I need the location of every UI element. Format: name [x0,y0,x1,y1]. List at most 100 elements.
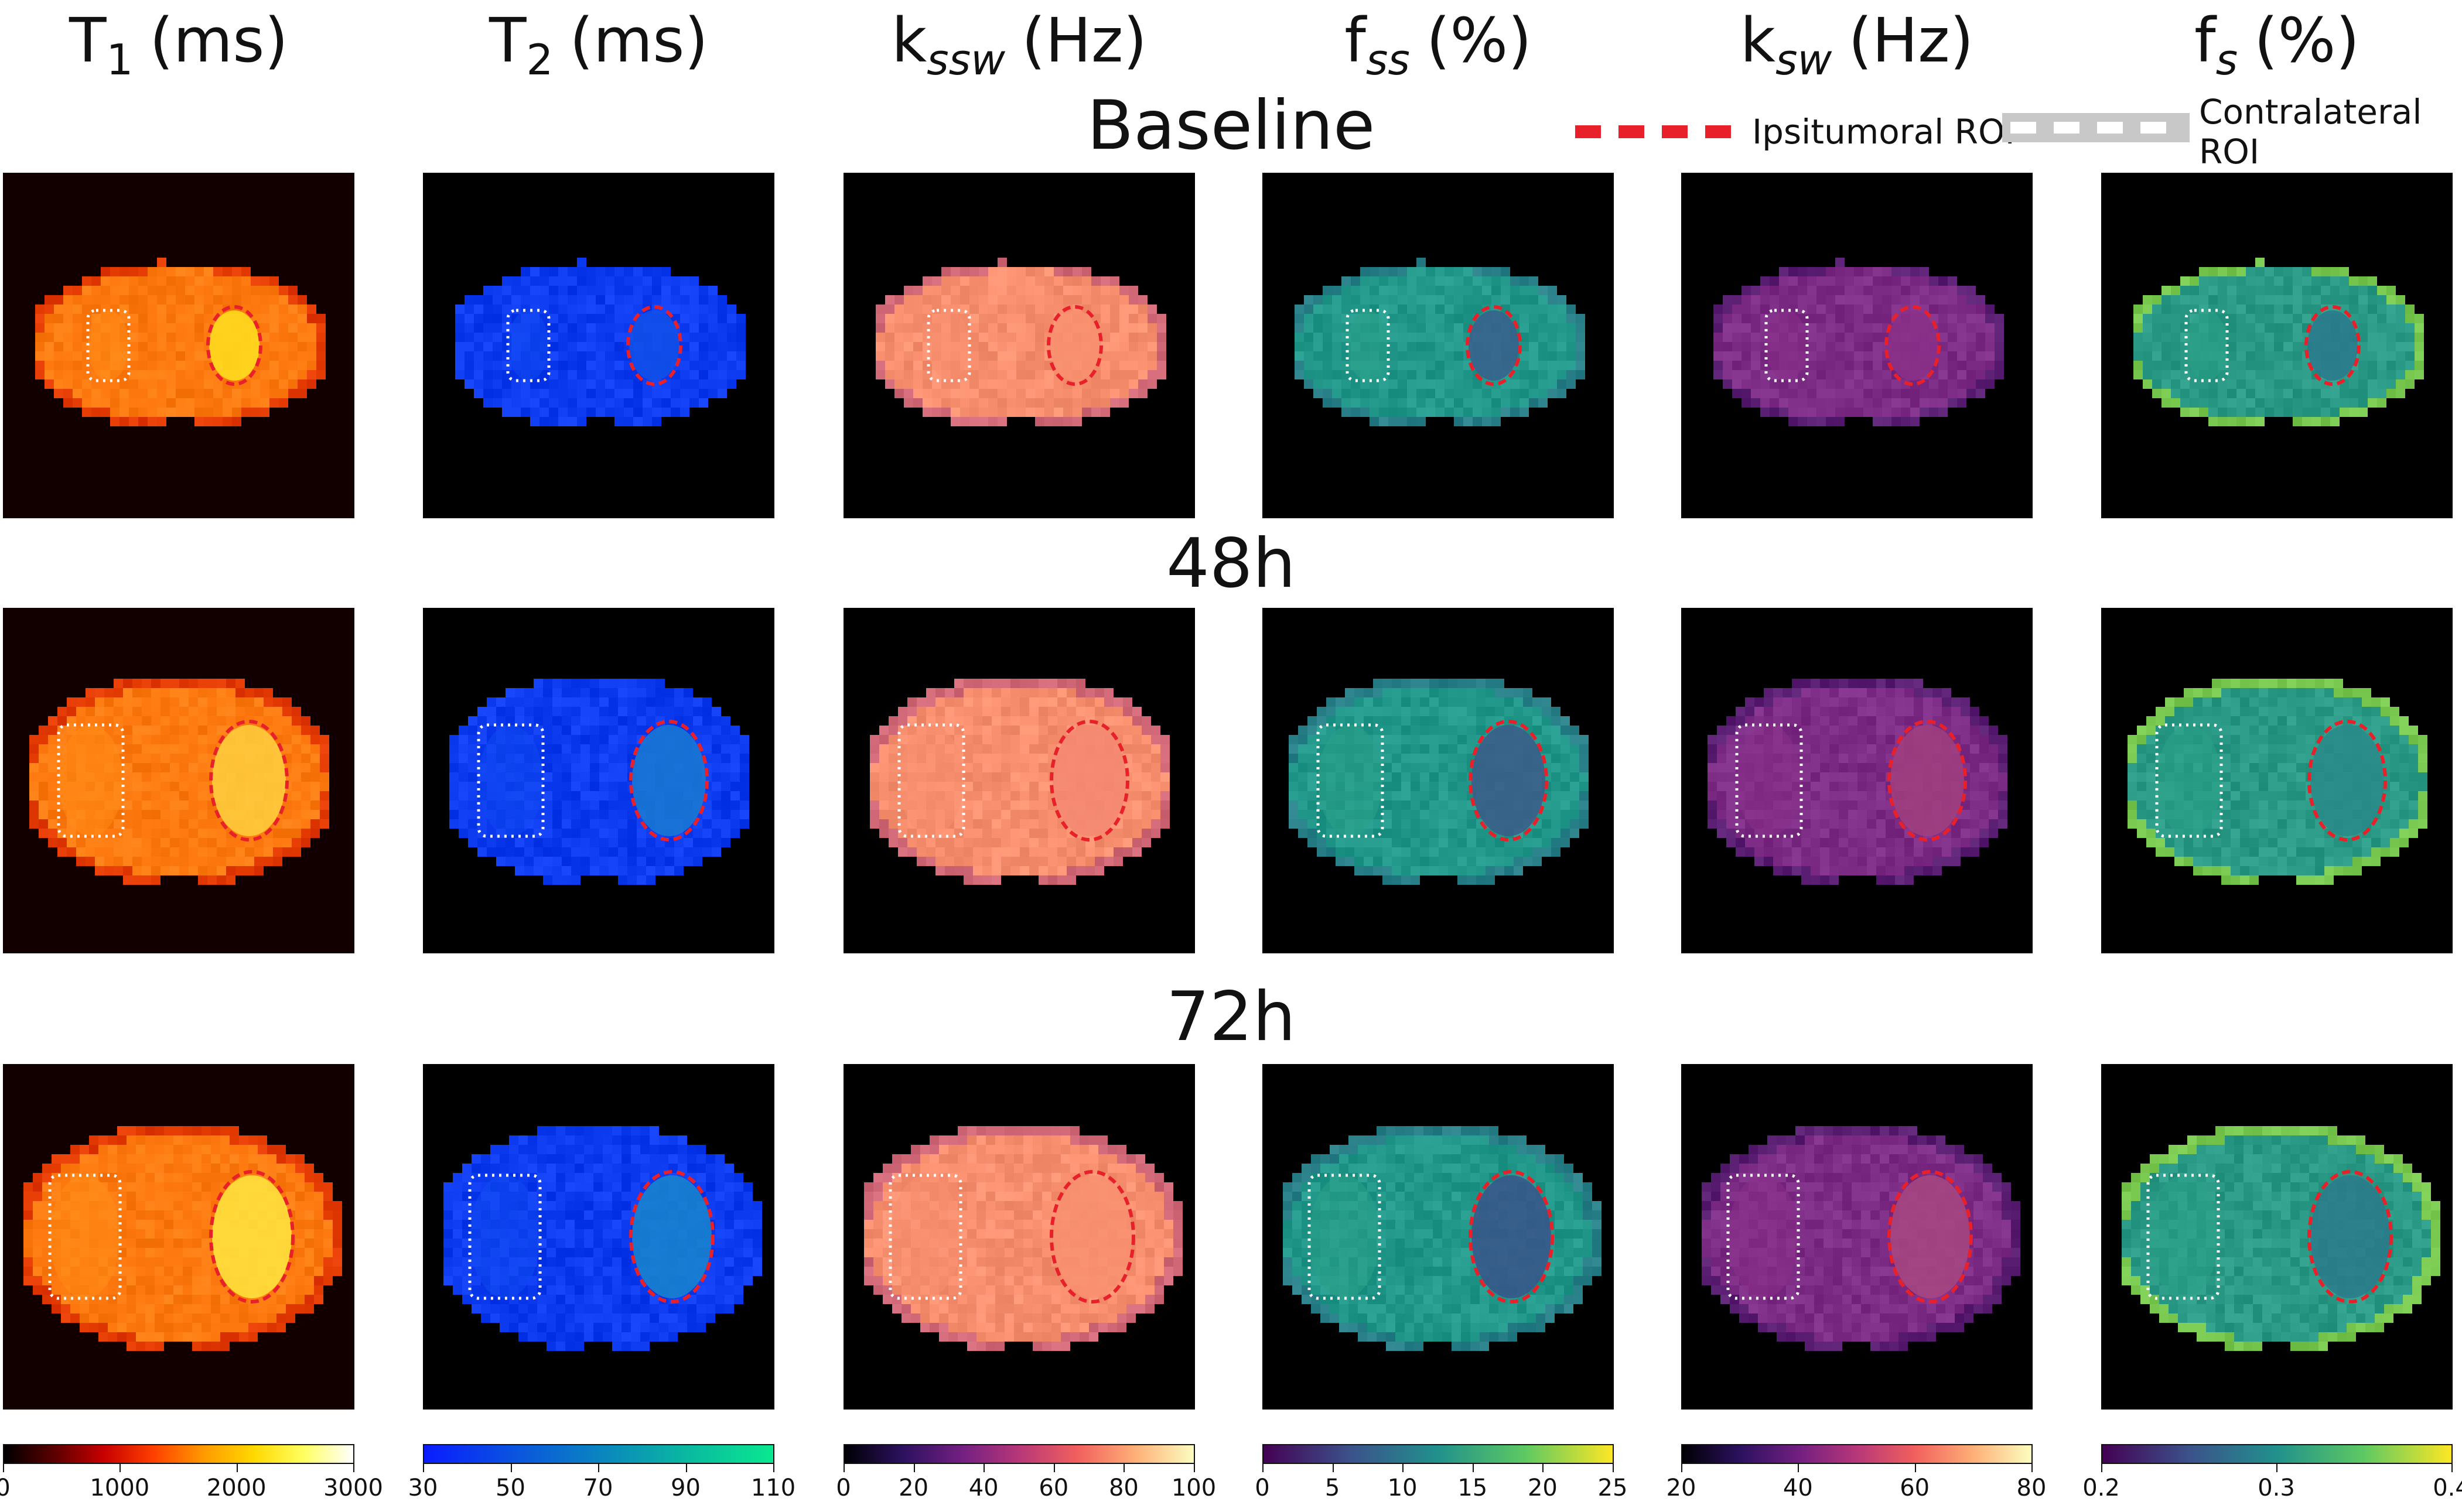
legend-ipsitumoral-label: Ipsitumoral ROI [1752,112,2015,152]
colorbar-tick-label: 80 [1108,1475,1139,1501]
colorbar-tick [510,1464,512,1472]
colorbar-tick [1262,1464,1264,1472]
legend-contralateral-label: Contralateral ROI [2199,92,2422,172]
column-header-fs: fs (%) [2194,5,2360,84]
colorbar-tick-label: 5 [1324,1475,1340,1501]
colorbar-tick-label: 3000 [323,1475,383,1501]
colorbar-tick [1053,1464,1055,1472]
map-kssw-48h [844,608,1195,953]
colorbar-kssw [844,1444,1195,1464]
colorbar-tick [1798,1464,1799,1472]
map-fs-baseline [2101,173,2453,518]
map-fss-48h [1262,608,1614,953]
colorbar-tick-label: 50 [496,1475,525,1501]
colorbar-tick-label: 0.4 [2433,1475,2462,1501]
colorbar-tick-label: 0.3 [2258,1475,2295,1501]
colorbar-tick [844,1464,845,1472]
row-title-72h: 72h [1166,977,1296,1056]
colorbar-tick-label: 60 [1039,1475,1069,1501]
map-fss-baseline [1262,173,1614,518]
colorbar-tick-label: 25 [1597,1475,1628,1501]
colorbar-ticks-t1: 0 1000 2000 3000 [0,1464,383,1501]
colorbar-tick [236,1464,238,1472]
colorbar-tick [598,1464,599,1472]
column-header-ksw: ksw (Hz) [1740,5,1974,84]
column-header-kssw: kssw (Hz) [891,5,1148,84]
colorbar-tick [1613,1464,1614,1472]
colorbar-tick-label: 60 [1900,1475,1930,1501]
colorbar-ticks-kssw: 0 20 40 60 80 100 [836,1464,1216,1501]
map-kssw-baseline [844,173,1195,518]
colorbar-ticks-fss: 0 5 10 15 20 25 [1255,1464,1627,1501]
colorbar-tick [353,1464,354,1472]
colorbar-tick-label: 20 [1527,1475,1558,1501]
colorbar-tick-label: 2000 [206,1475,267,1501]
colorbar-tick-label: 0 [1255,1475,1270,1501]
colorbar-tick [119,1464,121,1472]
map-t1-72h [3,1064,354,1410]
contralateral-roi-swatch [2002,110,2190,153]
colorbar-tick [1194,1464,1195,1472]
colorbar-tick-label: 10 [1387,1475,1418,1501]
map-kssw-72h [844,1064,1195,1410]
colorbar-tick [2451,1464,2453,1472]
colorbar-tick [984,1464,985,1472]
colorbar-tick-label: 20 [899,1475,929,1501]
map-fs-48h [2101,608,2453,953]
colorbar-tick-label: 90 [671,1475,701,1501]
colorbar-fs [2101,1444,2453,1464]
map-t2-72h [423,1064,774,1410]
colorbar-tick [2276,1464,2277,1472]
map-ksw-72h [1681,1064,2033,1410]
colorbar-tick-label: 70 [583,1475,613,1501]
column-header-t1: T1 (ms) [69,5,288,84]
colorbar-tick-label: 30 [408,1475,438,1501]
colorbar-tick [1332,1464,1334,1472]
colorbar-tick [773,1464,774,1472]
colorbar-tick-label: 15 [1457,1475,1488,1501]
colorbar-ticks-ksw: 20 40 60 80 [1667,1464,2046,1501]
colorbar-tick [913,1464,915,1472]
colorbar-tick [1681,1464,1682,1472]
colorbar-tick [1402,1464,1404,1472]
column-header-t2: T2 (ms) [489,5,708,84]
colorbar-t2 [423,1444,774,1464]
colorbar-tick [2031,1464,2033,1472]
map-fss-72h [1262,1064,1614,1410]
colorbar-ksw [1681,1444,2033,1464]
row-title-baseline: Baseline [1087,86,1375,165]
colorbar-tick [2101,1464,2102,1472]
row-title-48h: 48h [1166,524,1296,603]
colorbar-tick-label: 40 [968,1475,999,1501]
colorbar-tick-label: 0.2 [2082,1475,2120,1501]
colorbar-fss [1262,1444,1614,1464]
map-t1-48h [3,608,354,953]
colorbar-ticks-fs: 0.2 0.3 0.4 [2082,1464,2462,1501]
colorbar-ticks-t2: 30 50 70 90 110 [408,1464,795,1501]
colorbar-tick-label: 0 [836,1475,851,1501]
ipsitumoral-roi-swatch [1573,112,1743,152]
colorbar-tick-label: 100 [1171,1475,1217,1501]
colorbar-tick [1124,1464,1125,1472]
map-t2-48h [423,608,774,953]
colorbar-tick-label: 1000 [90,1475,150,1501]
map-t1-baseline [3,173,354,518]
map-fs-72h [2101,1064,2453,1410]
colorbar-tick-label: 110 [750,1475,796,1501]
colorbar-tick [1472,1464,1474,1472]
map-ksw-baseline [1681,173,2033,518]
colorbar-tick-label: 20 [1666,1475,1696,1501]
map-ksw-48h [1681,608,2033,953]
map-t2-baseline [423,173,774,518]
colorbar-tick [1542,1464,1544,1472]
column-header-fss: fss (%) [1344,5,1532,84]
legend-contralateral: Contralateral ROI [2002,92,2462,172]
colorbar-tick [3,1464,4,1472]
colorbar-tick [685,1464,687,1472]
colorbar-t1 [3,1444,354,1464]
colorbar-tick [423,1464,424,1472]
colorbar-tick [1914,1464,1916,1472]
colorbar-tick-label: 40 [1783,1475,1813,1501]
legend-ipsitumoral: Ipsitumoral ROI [1573,102,2015,161]
colorbar-tick-label: 80 [2016,1475,2047,1501]
